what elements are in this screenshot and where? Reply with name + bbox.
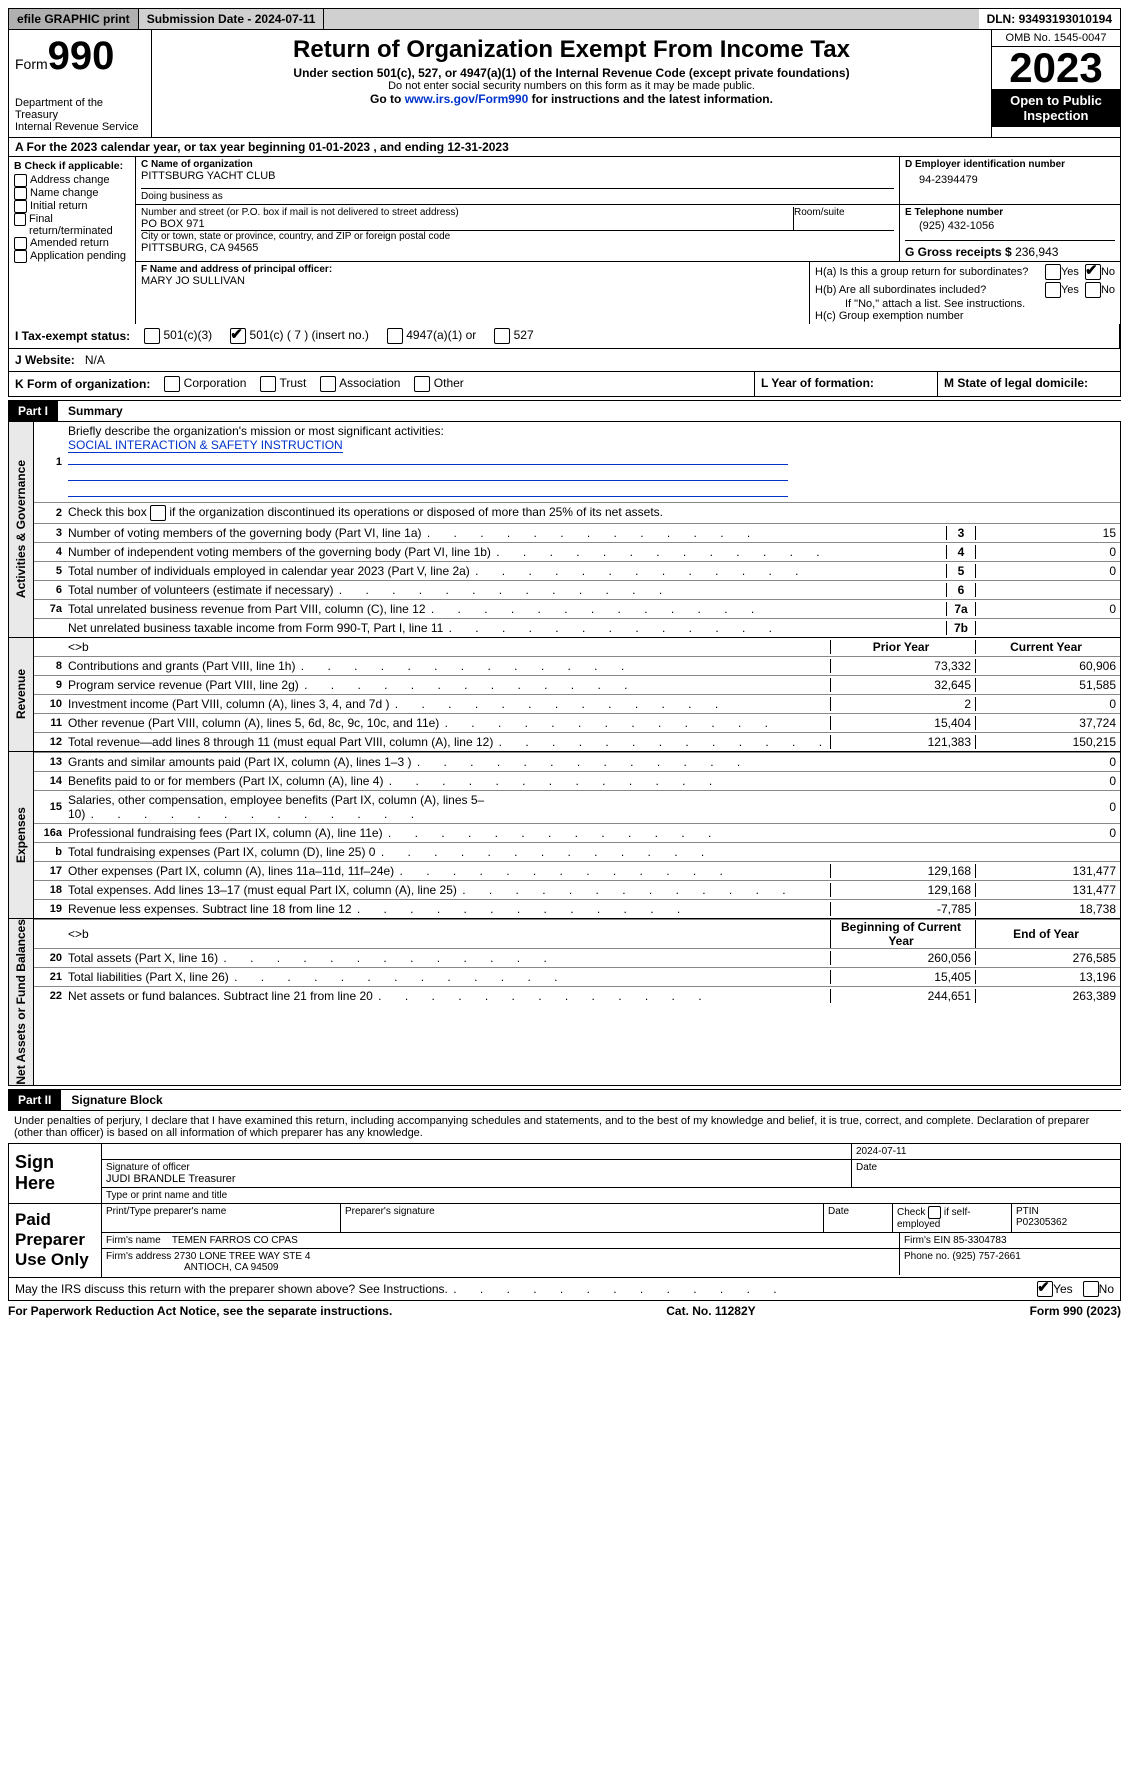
- col-b-option[interactable]: Application pending: [14, 250, 130, 263]
- city-label: City or town, state or province, country…: [141, 231, 894, 242]
- org-form-option[interactable]: Trust: [260, 376, 306, 392]
- row-k-org-form: K Form of organization: Corporation Trus…: [8, 372, 1121, 397]
- form-title: Return of Organization Exempt From Incom…: [158, 36, 985, 64]
- officer-signature-name: JUDI BRANDLE Treasurer: [106, 1173, 236, 1185]
- city-value: PITTSBURG, CA 94565: [141, 242, 894, 254]
- dept-label: Department of the Treasury Internal Reve…: [15, 97, 145, 133]
- tax-status-option[interactable]: 527: [494, 328, 533, 344]
- hc-label: H(c) Group exemption number: [815, 310, 1115, 322]
- page-footer: For Paperwork Reduction Act Notice, see …: [8, 1301, 1121, 1318]
- goto-link[interactable]: www.irs.gov/Form990: [405, 92, 529, 106]
- tax-status-option[interactable]: 501(c) ( 7 ) (insert no.): [230, 328, 369, 344]
- goto-line: Go to www.irs.gov/Form990 for instructio…: [158, 92, 985, 106]
- street-value: PO BOX 971: [141, 218, 793, 230]
- firm-ein: 85-3304783: [953, 1235, 1006, 1246]
- hb-label: H(b) Are all subordinates included?: [815, 284, 1045, 296]
- firm-addr1: 2730 LONE TREE WAY STE 4: [174, 1251, 310, 1262]
- name-label: C Name of organization: [141, 159, 894, 170]
- form-header: Form990 Department of the Treasury Inter…: [8, 30, 1121, 138]
- tax-year: 2023: [992, 47, 1120, 89]
- col-b-option[interactable]: Amended return: [14, 237, 130, 250]
- open-to-public: Open to Public Inspection: [992, 89, 1120, 127]
- ein-label: D Employer identification number: [905, 159, 1115, 170]
- hb-no-checkbox[interactable]: [1085, 282, 1101, 298]
- paid-preparer-block: Paid Preparer Use Only Print/Type prepar…: [8, 1204, 1121, 1278]
- ha-no-checkbox[interactable]: [1085, 264, 1101, 280]
- irs-discuss-row: May the IRS discuss this return with the…: [8, 1278, 1121, 1301]
- receipts-value: 236,943: [1015, 245, 1058, 259]
- hb-yes-checkbox[interactable]: [1045, 282, 1061, 298]
- efile-button[interactable]: efile GRAPHIC print: [9, 9, 139, 29]
- phone-value: (925) 432-1056: [905, 218, 1115, 240]
- perjury-declaration: Under penalties of perjury, I declare th…: [8, 1111, 1121, 1143]
- receipts-label: G Gross receipts $: [905, 245, 1015, 259]
- self-employed-checkbox[interactable]: [928, 1206, 941, 1219]
- org-form-option[interactable]: Corporation: [164, 376, 246, 392]
- col-b-header: B Check if applicable:: [14, 160, 130, 172]
- firm-name: TEMEN FARROS CO CPAS: [172, 1235, 298, 1246]
- part2-header: Part II Signature Block: [8, 1089, 1121, 1111]
- tax-status-option[interactable]: 4947(a)(1) or: [387, 328, 476, 344]
- tax-status-option[interactable]: 501(c)(3): [144, 328, 212, 344]
- officer-label: F Name and address of principal officer:: [141, 264, 804, 275]
- submission-date: Submission Date - 2024-07-11: [139, 9, 325, 29]
- sign-here-block: Sign Here 2024-07-11 Signature of office…: [8, 1143, 1121, 1204]
- dln: DLN: 93493193010194: [979, 9, 1120, 29]
- top-bar: efile GRAPHIC print Submission Date - 20…: [8, 8, 1121, 30]
- phone-label: E Telephone number: [905, 207, 1115, 218]
- firm-addr2: ANTIOCH, CA 94509: [106, 1262, 278, 1273]
- hb-note: If "No," attach a list. See instructions…: [815, 298, 1115, 310]
- ha-label: H(a) Is this a group return for subordin…: [815, 266, 1045, 278]
- officer-value: MARY JO SULLIVAN: [141, 275, 804, 287]
- part1-header: Part I Summary: [8, 400, 1121, 422]
- ssn-note: Do not enter social security numbers on …: [158, 80, 985, 92]
- ha-yes-checkbox[interactable]: [1045, 264, 1061, 280]
- org-form-option[interactable]: Association: [320, 376, 400, 392]
- room-label: Room/suite: [794, 207, 894, 218]
- section-entity-info: B Check if applicable: Address changeNam…: [8, 157, 1121, 324]
- row-a-tax-year: A For the 2023 calendar year, or tax yea…: [8, 138, 1121, 157]
- ptin-value: P02305362: [1016, 1217, 1067, 1228]
- dba-label: Doing business as: [141, 188, 894, 202]
- col-b-option[interactable]: Initial return: [14, 200, 130, 213]
- discuss-no-checkbox[interactable]: [1083, 1281, 1099, 1297]
- col-b-option[interactable]: Address change: [14, 174, 130, 187]
- discuss-yes-checkbox[interactable]: [1037, 1281, 1053, 1297]
- form-number: Form990: [15, 34, 145, 79]
- ein-value: 94-2394479: [905, 170, 1115, 186]
- col-b-option[interactable]: Name change: [14, 187, 130, 200]
- org-form-option[interactable]: Other: [414, 376, 463, 392]
- org-name: PITTSBURG YACHT CLUB: [141, 170, 894, 182]
- row-j-website: J Website: N/A: [8, 349, 1121, 372]
- col-b-option[interactable]: Final return/terminated: [14, 213, 130, 237]
- street-label: Number and street (or P.O. box if mail i…: [141, 207, 793, 218]
- row-i-tax-status: I Tax-exempt status: 501(c)(3) 501(c) ( …: [8, 324, 1121, 349]
- form-subtitle: Under section 501(c), 527, or 4947(a)(1)…: [158, 66, 985, 80]
- part1-body: Activities & Governance1Briefly describe…: [8, 422, 1121, 1086]
- firm-phone: (925) 757-2661: [952, 1251, 1020, 1262]
